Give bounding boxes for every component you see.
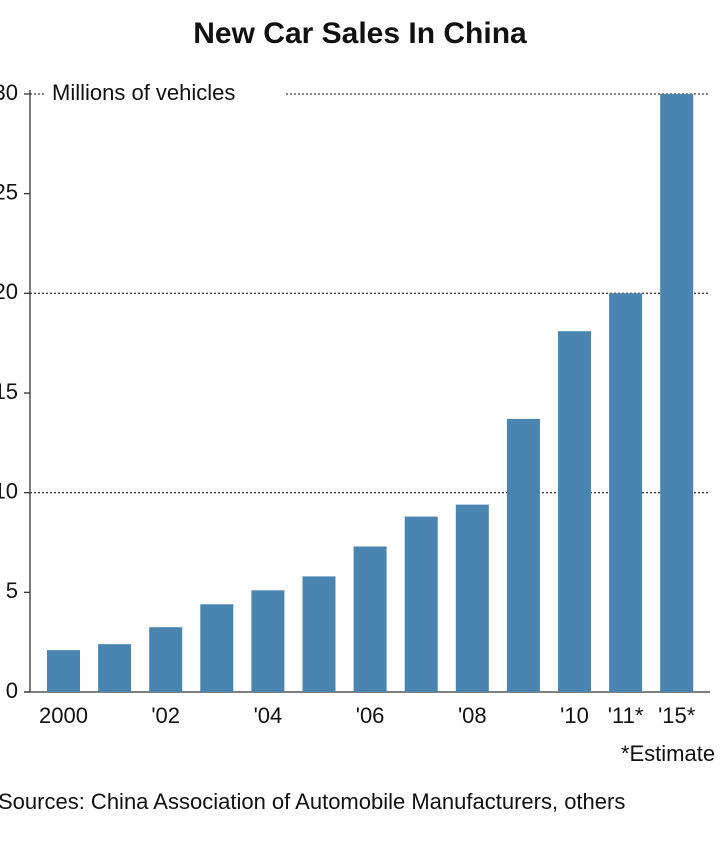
bar: [353, 546, 387, 692]
y-tick-label: 5: [6, 578, 18, 603]
label-backing: [46, 81, 286, 107]
bar: [200, 604, 234, 692]
y-tick-label: 25: [0, 179, 18, 204]
source: Sources: China Association of Automobile…: [0, 789, 625, 814]
bar: [404, 516, 438, 692]
bar: [609, 293, 643, 692]
x-tick-label: '02: [151, 703, 180, 728]
y-tick-label: 0: [6, 678, 18, 703]
y-tick-label: 20: [0, 279, 18, 304]
bar: [149, 627, 183, 692]
x-tick-label: 2000: [39, 703, 88, 728]
bar: [506, 418, 540, 692]
y-tick-label: 30: [0, 80, 18, 105]
bar: [251, 590, 285, 692]
x-tick-label: '11*: [608, 703, 644, 728]
y-axis-label: Millions of vehicles: [52, 80, 235, 105]
y-tick-label: 10: [0, 478, 18, 503]
x-tick-label: '04: [254, 703, 283, 728]
bar: [660, 94, 694, 692]
note: *Estimate: [621, 741, 715, 766]
x-tick-label: '10: [560, 703, 589, 728]
y-tick-label: 15: [0, 379, 18, 404]
bar: [558, 331, 591, 692]
x-tick-label: '15*: [658, 703, 696, 728]
x-tick-label: '08: [458, 703, 487, 728]
bar: [98, 644, 132, 692]
x-tick-label: '06: [356, 703, 385, 728]
bar: [302, 576, 336, 692]
chart-title: New Car Sales In China: [193, 17, 527, 50]
bar: [455, 504, 489, 692]
bar: [47, 650, 80, 692]
